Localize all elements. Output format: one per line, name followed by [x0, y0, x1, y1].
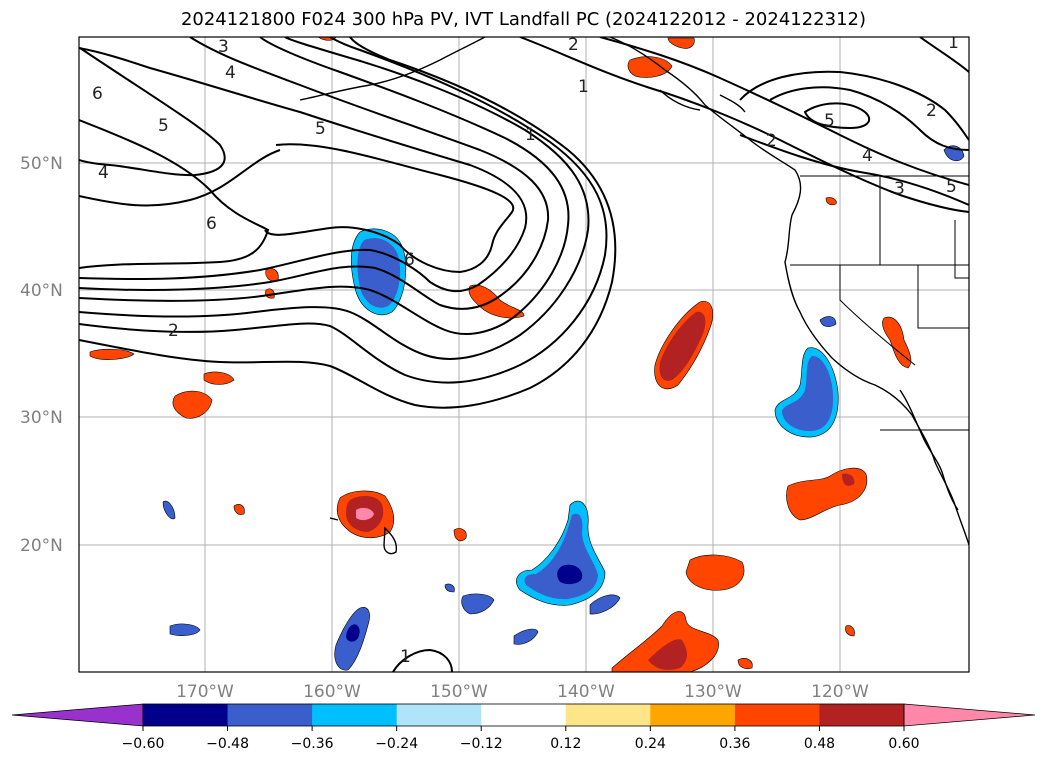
colorbar-extend-high	[903, 703, 1036, 727]
blob-pos-10	[882, 316, 912, 369]
blob-pos-6	[468, 284, 525, 319]
blob-neg-5	[461, 593, 495, 615]
contour-label: 5	[315, 119, 326, 139]
contour-label: 2	[568, 35, 579, 55]
lon-label: 160°W	[303, 682, 361, 702]
positive-anomalies	[89, 37, 912, 672]
contour-label: 6	[206, 214, 217, 234]
colorbar-tick-label: −0.24	[375, 736, 418, 752]
lon-label: 140°W	[557, 682, 615, 702]
blob-pos-2-core	[648, 639, 687, 670]
blob-neg-8	[169, 623, 201, 636]
map-title: 2024121800 F024 300 hPa PV, IVT Landfall…	[180, 9, 867, 30]
colorbar-extend-low	[11, 703, 144, 727]
coastlines	[299, 37, 969, 555]
contour-label: 6	[92, 84, 103, 104]
contour-label: 1	[525, 125, 536, 145]
blob-neg-12	[444, 583, 455, 593]
contour-label: 1	[400, 647, 411, 667]
contour-label: 2	[926, 101, 937, 121]
colorbar-tick-label: 0.48	[804, 736, 835, 752]
contour-label: 3	[894, 179, 905, 199]
contour-label: 4	[98, 163, 109, 183]
contour-label: 5	[946, 177, 957, 197]
blob-pos-15	[453, 528, 467, 542]
colorbar-tick-label: 0.60	[888, 736, 919, 752]
contour-label: 3	[218, 37, 229, 57]
blob-neg-3-deep	[557, 564, 583, 585]
colorbar-segment	[734, 704, 820, 726]
colorbar-tick-label: −0.48	[206, 736, 249, 752]
lat-label: 50°N	[20, 154, 63, 174]
contour-label: 4	[862, 146, 873, 166]
contour-label: 6	[404, 250, 415, 270]
contour-label: 2	[168, 321, 179, 341]
lon-label: 120°W	[811, 682, 869, 702]
blob-pos-17	[233, 504, 245, 515]
colorbar-segment	[481, 704, 567, 726]
blob-neg-11	[819, 316, 837, 327]
contour-label: 2	[766, 131, 777, 151]
colorbar-segment	[396, 704, 482, 726]
longitude-labels: 170°W 160°W 150°W 140°W 130°W 120°W	[176, 682, 869, 702]
blob-pos-4-peak	[356, 507, 374, 521]
blob-pos-9	[667, 37, 695, 49]
lon-label: 170°W	[176, 682, 234, 702]
contour-label: 5	[158, 116, 169, 136]
blob-pos-16	[737, 658, 753, 670]
colorbar-segment	[565, 704, 651, 726]
colorbar-tick-label: −0.12	[460, 736, 503, 752]
pv-contours	[79, 37, 969, 672]
blob-neg-9	[162, 500, 176, 520]
negative-anomalies	[162, 145, 965, 671]
lat-label: 30°N	[20, 408, 63, 428]
colorbar-ticks: −0.60 −0.48 −0.36 −0.24 −0.12 0.12 0.24 0.36 0.4…	[122, 726, 920, 752]
blob-neg-6	[589, 594, 621, 615]
blob-pos-11	[89, 348, 135, 360]
colorbar-tick-label: −0.36	[291, 736, 334, 752]
blob-pos-12	[203, 371, 235, 385]
blob-pos-18	[845, 625, 855, 637]
colorbar-tick-label: −0.60	[122, 736, 165, 752]
lon-label: 150°W	[430, 682, 488, 702]
contour-label: 1	[948, 33, 959, 53]
blob-pos-3-core	[842, 473, 855, 486]
latitude-labels: 50°N 40°N 30°N 20°N	[20, 154, 63, 556]
contour-label: 1	[578, 77, 589, 97]
blob-pos-7	[172, 390, 213, 419]
map-frame	[78, 36, 970, 673]
blob-neg-2-core	[782, 355, 834, 432]
borders	[790, 175, 969, 431]
colorbar-tick-label: 0.36	[719, 736, 750, 752]
colorbar: −0.60 −0.48 −0.36 −0.24 −0.12 0.12 0.24 0.36 0.4…	[11, 703, 1036, 752]
colorbar-segment	[312, 704, 398, 726]
blob-pos-5	[685, 554, 745, 591]
colorbar-segment	[650, 704, 736, 726]
contour-label: 5	[824, 111, 835, 131]
colorbar-tick-label: 0.24	[635, 736, 666, 752]
colorbar-tick-label: 0.12	[550, 736, 581, 752]
lat-label: 20°N	[20, 536, 63, 556]
blob-pos-8	[627, 56, 673, 78]
blob-neg-4-deep	[346, 624, 360, 642]
colorbar-segment	[819, 704, 905, 726]
colorbar-segment	[143, 704, 229, 726]
blob-pos-1-core	[659, 311, 706, 381]
contour-labels: 3 4 6 5 4 2 1 1 5 6 6 2 1 2 5 4 3 5 2 1	[92, 33, 959, 667]
lat-label: 40°N	[20, 281, 63, 301]
blob-neg-7	[513, 628, 539, 645]
blob-pos-2	[611, 611, 719, 672]
colorbar-segments	[143, 704, 905, 726]
blob-pos-19	[825, 197, 837, 206]
colorbar-segment	[227, 704, 313, 726]
lon-label: 130°W	[684, 682, 742, 702]
contour-label: 4	[225, 63, 236, 83]
